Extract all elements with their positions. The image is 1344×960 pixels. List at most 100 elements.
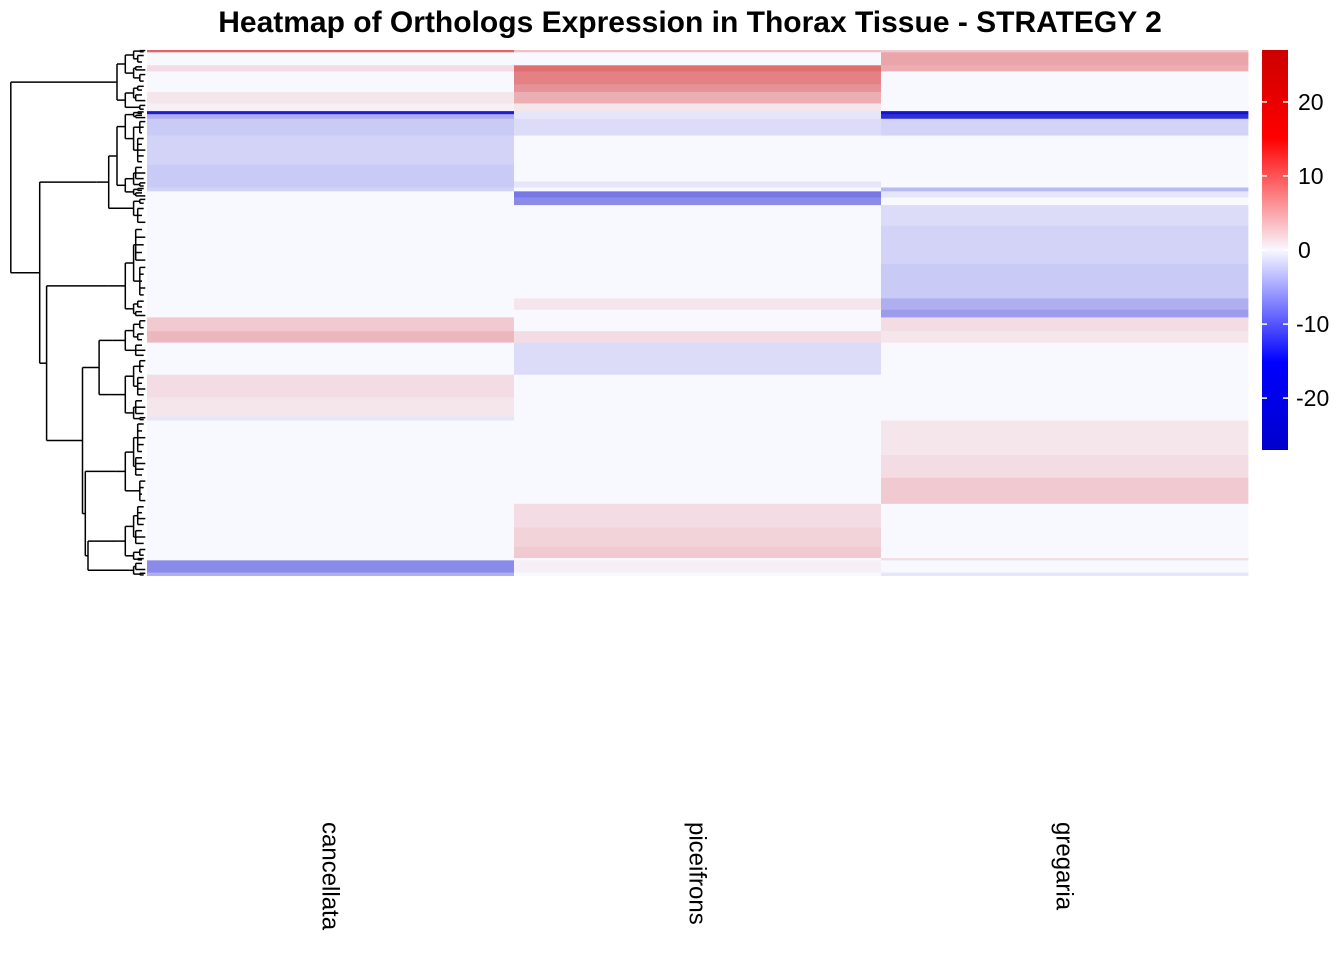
heatmap-cell-cancellata-block-13 [147, 187, 515, 192]
legend-tick-label: -20 [1296, 385, 1329, 411]
heatmap-cell-gregaria-block-23 [881, 342, 1249, 359]
heatmap-cell-piceifrons-block-15 [514, 197, 882, 206]
heatmap-cell-cancellata-block-30 [147, 477, 515, 505]
heatmap-cell-gregaria-block-1 [881, 52, 1249, 66]
heatmap-cell-piceifrons-block-1 [514, 52, 882, 66]
heatmap-cell-cancellata-block-11 [147, 164, 515, 182]
heatmap-cell-piceifrons-block-2 [514, 65, 882, 72]
heatmap-cell-gregaria-block-8 [881, 114, 1249, 120]
heatmap-cell-cancellata-block-28 [147, 420, 515, 456]
heatmap-cell-gregaria-block-13 [881, 187, 1249, 192]
heatmap-cell-cancellata-block-3 [147, 71, 515, 85]
heatmap-cell-piceifrons-block-7 [514, 111, 882, 115]
heatmap-cell-cancellata-block-16 [147, 205, 515, 227]
heatmap-cell-cancellata-block-35 [147, 560, 515, 573]
heatmap-cell-piceifrons-block-3 [514, 71, 882, 85]
heatmap-cell-gregaria-block-14 [881, 191, 1249, 198]
heatmap-cell-cancellata-block-1 [147, 52, 515, 66]
heatmap-cell-cancellata-block-26 [147, 397, 515, 418]
heatmap-cell-gregaria-block-19 [881, 298, 1249, 311]
heatmap-cell-gregaria-block-4 [881, 84, 1249, 93]
heatmap-cell-cancellata-block-14 [147, 191, 515, 198]
heatmap-cell-cancellata-block-31 [147, 503, 515, 528]
heatmap-cell-piceifrons-block-25 [514, 374, 882, 399]
heatmap-cell-cancellata-block-36 [147, 572, 515, 577]
heatmap-cell-piceifrons-block-19 [514, 298, 882, 311]
heatmap-cell-piceifrons-block-26 [514, 397, 882, 418]
heatmap-cell-gregaria-block-17 [881, 225, 1249, 265]
heatmap-cell-gregaria-block-15 [881, 197, 1249, 206]
heatmap-cell-cancellata-block-20 [147, 309, 515, 318]
heatmap-cell-cancellata-block-9 [147, 118, 515, 136]
heatmap-cell-gregaria-block-36 [881, 572, 1249, 577]
heatmap-cell-gregaria-block-34 [881, 558, 1249, 561]
column-label-gregaria: gregaria [1051, 822, 1078, 911]
heatmap-cell-piceifrons-block-29 [514, 454, 882, 479]
heatmap-cell-cancellata-block-7 [147, 111, 515, 115]
heatmap-cell-gregaria-block-2 [881, 65, 1249, 72]
heatmap-cell-gregaria-block-18 [881, 263, 1249, 299]
heatmap-cell-gregaria-block-25 [881, 374, 1249, 399]
heatmap-cell-piceifrons-block-17 [514, 225, 882, 265]
heatmap-cell-cancellata-block-32 [147, 527, 515, 547]
heatmap-cell-piceifrons-block-12 [514, 181, 882, 188]
heatmap-cell-piceifrons-block-8 [514, 114, 882, 120]
heatmap-cell-piceifrons-block-0 [514, 50, 882, 53]
heatmap-cell-gregaria-block-27 [881, 416, 1249, 421]
heatmap-cell-piceifrons-block-36 [514, 572, 882, 577]
heatmap-cell-piceifrons-block-9 [514, 118, 882, 136]
heatmap-cell-piceifrons-block-23 [514, 342, 882, 359]
heatmap-cell-cancellata-block-25 [147, 374, 515, 399]
legend-tick-label: 10 [1298, 163, 1324, 189]
heatmap-cell-piceifrons-block-33 [514, 546, 882, 559]
heatmap-cell-gregaria-block-26 [881, 397, 1249, 418]
heatmap-cell-gregaria-block-33 [881, 546, 1249, 559]
heatmap-cell-cancellata-block-23 [147, 342, 515, 359]
column-labels: cancellata piceifrons gregaria [317, 822, 1078, 931]
heatmap-cell-piceifrons-block-31 [514, 503, 882, 528]
heatmap-cell-cancellata-block-21 [147, 317, 515, 332]
heatmap-cell-piceifrons-block-35 [514, 560, 882, 573]
heatmap-cell-gregaria-block-28 [881, 420, 1249, 456]
heatmap-cell-cancellata-block-6 [147, 103, 515, 112]
heatmap-cell-piceifrons-block-22 [514, 331, 882, 344]
heatmap-cell-cancellata-block-33 [147, 546, 515, 559]
heatmap-cell-cancellata-block-8 [147, 114, 515, 120]
heatmap-cell-cancellata-block-4 [147, 84, 515, 93]
heatmap-cell-piceifrons-block-6 [514, 103, 882, 112]
heatmap-cell-piceifrons-block-4 [514, 84, 882, 93]
heatmap-cell-cancellata-block-27 [147, 416, 515, 421]
heatmap-cells [147, 50, 1249, 577]
legend-tick-label: 0 [1298, 237, 1311, 263]
heatmap-cell-piceifrons-block-21 [514, 317, 882, 332]
heatmap-cell-piceifrons-block-18 [514, 263, 882, 299]
heatmap-cell-piceifrons-block-28 [514, 420, 882, 456]
heatmap-cell-gregaria-block-20 [881, 309, 1249, 318]
heatmap-cell-cancellata-block-24 [147, 357, 515, 376]
heatmap-cell-cancellata-block-5 [147, 92, 515, 104]
heatmap-cell-cancellata-block-2 [147, 65, 515, 72]
heatmap-cell-cancellata-block-18 [147, 263, 515, 299]
heatmap-cell-cancellata-block-19 [147, 298, 515, 311]
heatmap-cell-piceifrons-block-11 [514, 164, 882, 182]
heatmap-cell-piceifrons-block-34 [514, 558, 882, 561]
heatmap-cell-gregaria-block-5 [881, 92, 1249, 104]
heatmap-cell-gregaria-block-7 [881, 111, 1249, 115]
heatmap-cell-gregaria-block-24 [881, 357, 1249, 376]
heatmap-cell-gregaria-block-10 [881, 135, 1249, 165]
heatmap-cell-gregaria-block-32 [881, 527, 1249, 547]
heatmap-cell-gregaria-block-16 [881, 205, 1249, 227]
heatmap-cell-gregaria-block-11 [881, 164, 1249, 182]
heatmap-cell-gregaria-block-0 [881, 50, 1249, 53]
heatmap-cell-gregaria-block-12 [881, 181, 1249, 188]
legend-tick-label: -10 [1296, 311, 1329, 337]
heatmap-cell-cancellata-block-15 [147, 197, 515, 206]
heatmap-cell-gregaria-block-31 [881, 503, 1249, 528]
heatmap-cell-gregaria-block-3 [881, 71, 1249, 85]
heatmap-cell-piceifrons-block-13 [514, 187, 882, 192]
heatmap-cell-gregaria-block-9 [881, 118, 1249, 136]
heatmap-cell-piceifrons-block-10 [514, 135, 882, 165]
heatmap-cell-piceifrons-block-16 [514, 205, 882, 227]
color-legend: 20 10 0 -10 -20 [1262, 50, 1329, 450]
